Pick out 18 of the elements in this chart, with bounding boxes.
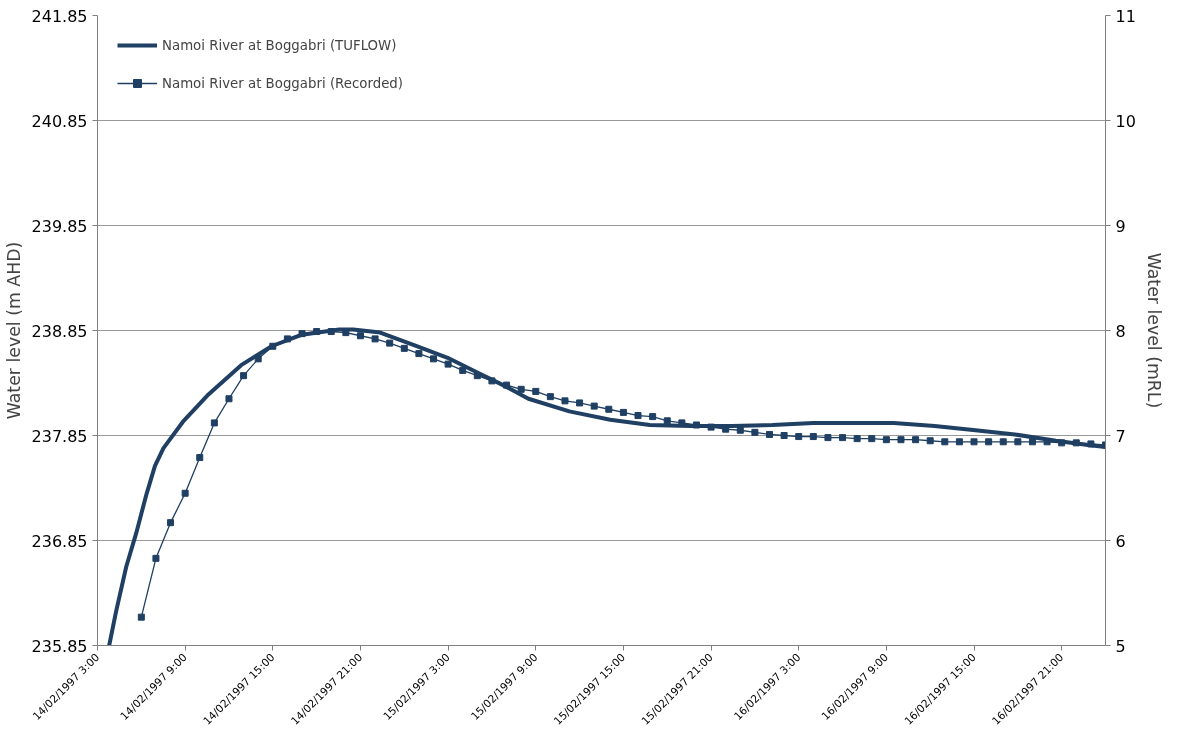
y2-tick-label: 7: [1115, 426, 1126, 446]
y2-tick-label: 11: [1115, 6, 1136, 26]
legend-label: Namoi River at Boggabri (Recorded): [162, 75, 403, 91]
y-tick-label: 236.85: [31, 531, 88, 551]
y-tick-label: 239.85: [31, 216, 88, 236]
y2-tick-label: 9: [1115, 216, 1126, 236]
y-axis-title: Water level (m AHD): [3, 241, 24, 420]
legend-label: Namoi River at Boggabri (TUFLOW): [162, 37, 397, 53]
y2-tick-label: 6: [1115, 531, 1126, 551]
y2-tick-label: 8: [1115, 321, 1126, 341]
y2-tick-label: 10: [1115, 111, 1136, 131]
y-tick-label: 241.85: [31, 6, 88, 26]
y-tick-label: 240.85: [31, 111, 88, 131]
y2-tick-label: 5: [1115, 636, 1126, 656]
y2-axis-title: Water level (mRL): [1143, 252, 1164, 409]
y-tick-label: 237.85: [31, 426, 88, 446]
y-tick-label: 238.85: [31, 321, 88, 341]
y-tick-label: 235.85: [31, 636, 88, 656]
